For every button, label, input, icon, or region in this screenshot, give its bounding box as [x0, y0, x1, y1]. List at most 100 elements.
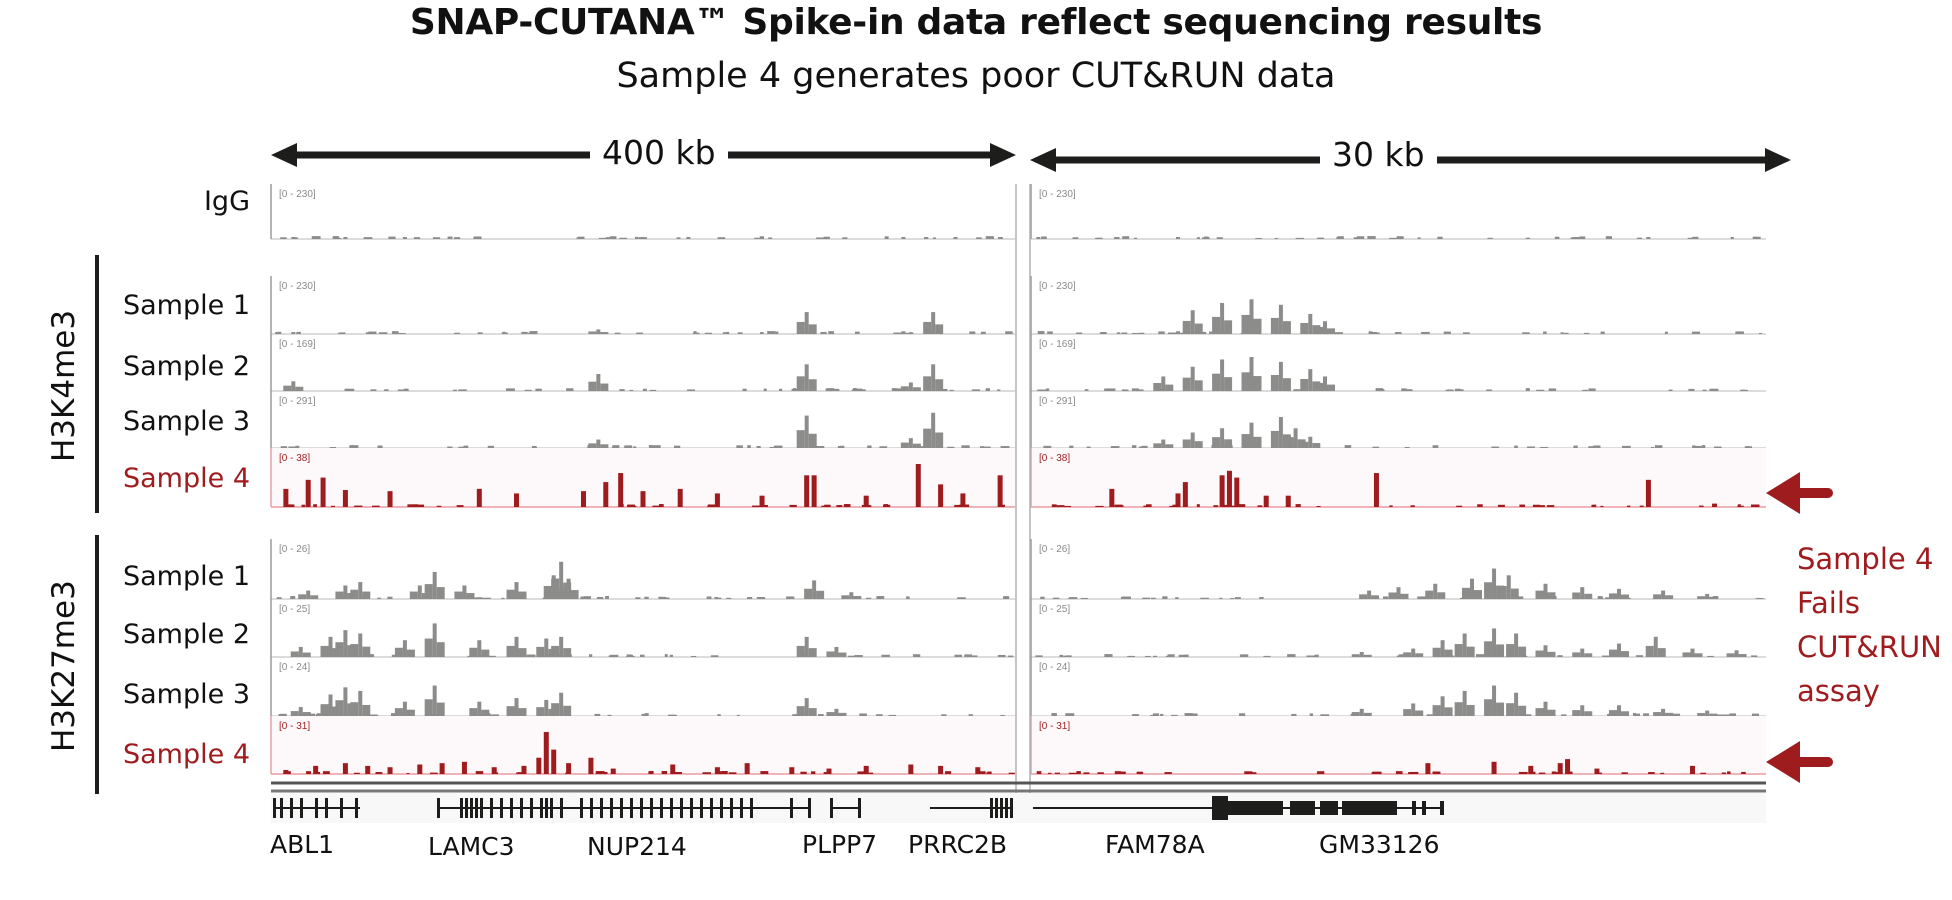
- signal-bar-shoulder: [1498, 585, 1507, 599]
- noise-bar: [1486, 389, 1492, 391]
- noise-bar: [742, 388, 747, 391]
- noise-bar: [482, 597, 491, 599]
- group-bar-h3k27me3: [95, 535, 99, 794]
- signal-bar: [358, 633, 363, 657]
- noise-bar: [388, 236, 396, 239]
- gene-exon: [670, 798, 673, 818]
- signal-bar: [343, 585, 348, 599]
- group-bar-h3k4me3: [95, 255, 99, 513]
- signal-bar-shoulder: [1327, 328, 1335, 334]
- noise-bar: [1600, 331, 1605, 334]
- noise-bar: [747, 445, 751, 448]
- noise-bar: [1693, 446, 1702, 448]
- signal-bar-shoulder: [841, 595, 850, 599]
- track-range-label: [0 - 25]: [279, 604, 310, 615]
- signal-bar-shoulder: [536, 707, 545, 716]
- gene-exon: [790, 798, 793, 818]
- group-label-h3k27me3: H3K27me3: [46, 580, 82, 752]
- noise-bar: [1675, 713, 1680, 716]
- noise-bar: [1314, 654, 1319, 657]
- noise-bar: [858, 771, 866, 774]
- noise-bar: [1236, 504, 1246, 507]
- noise-bar: [1538, 772, 1546, 774]
- signal-bar: [291, 381, 296, 391]
- noise-bar: [1456, 505, 1463, 507]
- noise-bar: [1131, 388, 1139, 391]
- noise-bar: [619, 389, 625, 391]
- gene-exon: [1010, 798, 1013, 818]
- signal-bar: [476, 488, 482, 507]
- gene-exon: [280, 798, 283, 818]
- signal-bar-shoulder: [1270, 317, 1279, 334]
- noise-bar: [851, 389, 859, 391]
- noise-bar: [476, 597, 483, 599]
- noise-bar: [912, 654, 921, 657]
- signal-bar: [387, 491, 393, 507]
- noise-bar: [726, 597, 732, 599]
- noise-bar: [920, 446, 924, 448]
- signal-bar-shoulder: [563, 705, 572, 716]
- signal-bar-shoulder: [1709, 596, 1718, 599]
- noise-bar: [1393, 237, 1398, 239]
- gene-model-fam78a: [1033, 796, 1444, 820]
- noise-bar: [1316, 505, 1321, 507]
- noise-bar: [329, 446, 337, 448]
- signal-bar: [1234, 477, 1240, 507]
- noise-bar: [448, 236, 453, 239]
- signal-bar-shoulder: [900, 386, 909, 391]
- signal-bar: [283, 769, 289, 774]
- signal-bar: [1557, 763, 1563, 774]
- signal-bar-shoulder: [466, 593, 475, 599]
- noise-bar: [377, 597, 381, 599]
- noise-bar: [599, 771, 608, 774]
- signal-bar: [566, 763, 572, 774]
- signal-bar-shoulder: [1425, 590, 1434, 599]
- noise-bar: [1668, 389, 1673, 391]
- noise-bar: [316, 713, 324, 716]
- noise-bar: [923, 237, 929, 239]
- noise-bar: [1052, 597, 1060, 599]
- signal-bar: [1617, 643, 1621, 657]
- signal-bar-shoulder: [1657, 648, 1666, 657]
- noise-bar: [1404, 389, 1413, 391]
- signal-bar-shoulder: [1371, 595, 1380, 599]
- noise-bar: [1554, 236, 1560, 239]
- track-range-label: [0 - 291]: [1039, 396, 1076, 407]
- noise-bar: [640, 654, 645, 657]
- noise-bar: [1598, 597, 1604, 599]
- gene-exon: [830, 798, 833, 818]
- annotation-line-4: assay: [1797, 674, 1880, 708]
- signal-bar-shoulder: [295, 386, 304, 391]
- noise-bar: [673, 445, 681, 448]
- signal-bar-shoulder: [588, 443, 597, 448]
- signal-bar-shoulder: [1253, 436, 1262, 448]
- signal-bar: [1506, 575, 1511, 599]
- noise-bar: [447, 446, 453, 448]
- signal-bar: [1411, 648, 1416, 657]
- noise-bar: [778, 388, 783, 391]
- noise-bar: [1753, 236, 1758, 239]
- signal-bar-shoulder: [1270, 430, 1279, 448]
- noise-bar: [1051, 713, 1057, 716]
- noise-bar: [1639, 505, 1644, 507]
- noise-bar: [964, 654, 972, 657]
- noise-bar: [1417, 596, 1425, 599]
- noise-bar: [280, 713, 287, 716]
- noise-bar: [487, 655, 496, 657]
- noise-bar: [1096, 237, 1103, 239]
- signal-bar: [291, 332, 296, 334]
- gene-exon: [1212, 796, 1228, 820]
- noise-bar: [1153, 655, 1158, 657]
- track-range-label: [0 - 230]: [279, 189, 316, 200]
- noise-bar: [1164, 772, 1172, 774]
- gene-exon: [545, 798, 548, 818]
- signal-bar-shoulder: [1535, 708, 1544, 716]
- noise-bar: [501, 597, 505, 599]
- noise-bar: [792, 388, 797, 391]
- signal-bar: [1617, 705, 1621, 716]
- noise-bar: [1707, 655, 1714, 657]
- noise-bar: [1076, 332, 1083, 334]
- signal-bar-shoulder: [310, 595, 319, 599]
- noise-bar: [1751, 713, 1760, 716]
- noise-bar: [1601, 655, 1611, 657]
